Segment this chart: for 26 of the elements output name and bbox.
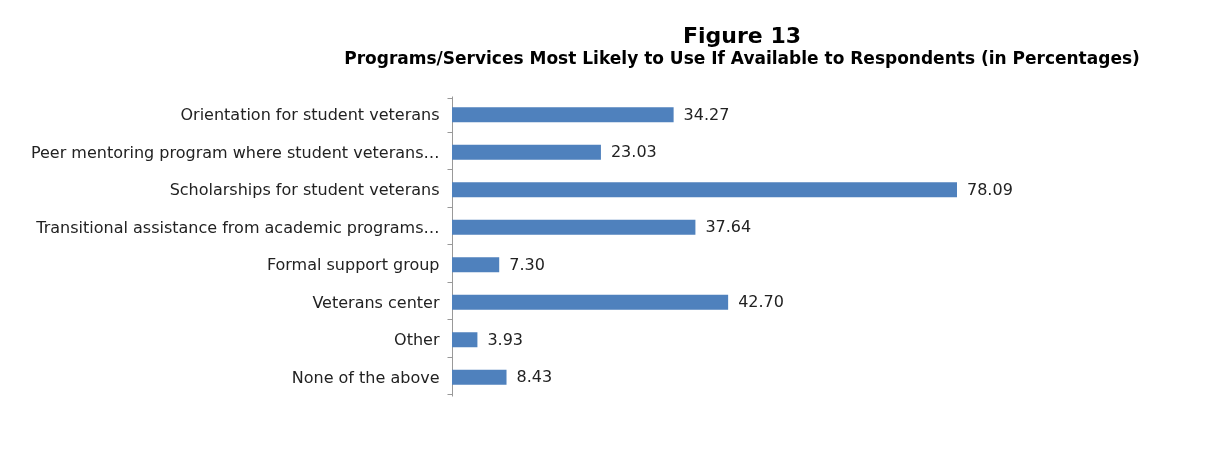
y-tick-label: Peer mentoring program where student veterans… bbox=[30, 142, 440, 162]
chart-subtitle: Programs/Services Most Likely to Use If Available to Respondents (in Percentages) bbox=[344, 48, 1140, 68]
bar bbox=[452, 107, 674, 123]
bar bbox=[452, 219, 696, 235]
bar bbox=[452, 294, 729, 310]
data-label: 37.64 bbox=[705, 217, 752, 237]
y-tick-label: None of the above bbox=[291, 367, 440, 387]
data-label: 23.03 bbox=[610, 142, 657, 162]
bar bbox=[452, 182, 957, 198]
y-tick-label: Orientation for student veterans bbox=[180, 105, 440, 125]
y-tick-label: Other bbox=[394, 330, 440, 350]
y-tick-label: Formal support group bbox=[266, 255, 440, 275]
chart-title: Figure 13 bbox=[682, 23, 802, 48]
bar bbox=[452, 257, 500, 273]
data-label: 8.43 bbox=[516, 367, 553, 387]
bar bbox=[452, 144, 601, 160]
data-label: 78.09 bbox=[967, 179, 1013, 199]
bar bbox=[452, 332, 478, 348]
bar bbox=[452, 369, 507, 385]
data-label: 3.93 bbox=[487, 329, 524, 349]
y-tick-label: Veterans center bbox=[312, 292, 440, 312]
y-tick-label: Scholarships for student veterans bbox=[169, 180, 440, 200]
data-label: 7.30 bbox=[509, 254, 545, 274]
data-label: 42.70 bbox=[738, 292, 784, 312]
data-label: 34.27 bbox=[683, 104, 730, 124]
y-tick-label: Transitional assistance from academic programs… bbox=[35, 217, 440, 237]
